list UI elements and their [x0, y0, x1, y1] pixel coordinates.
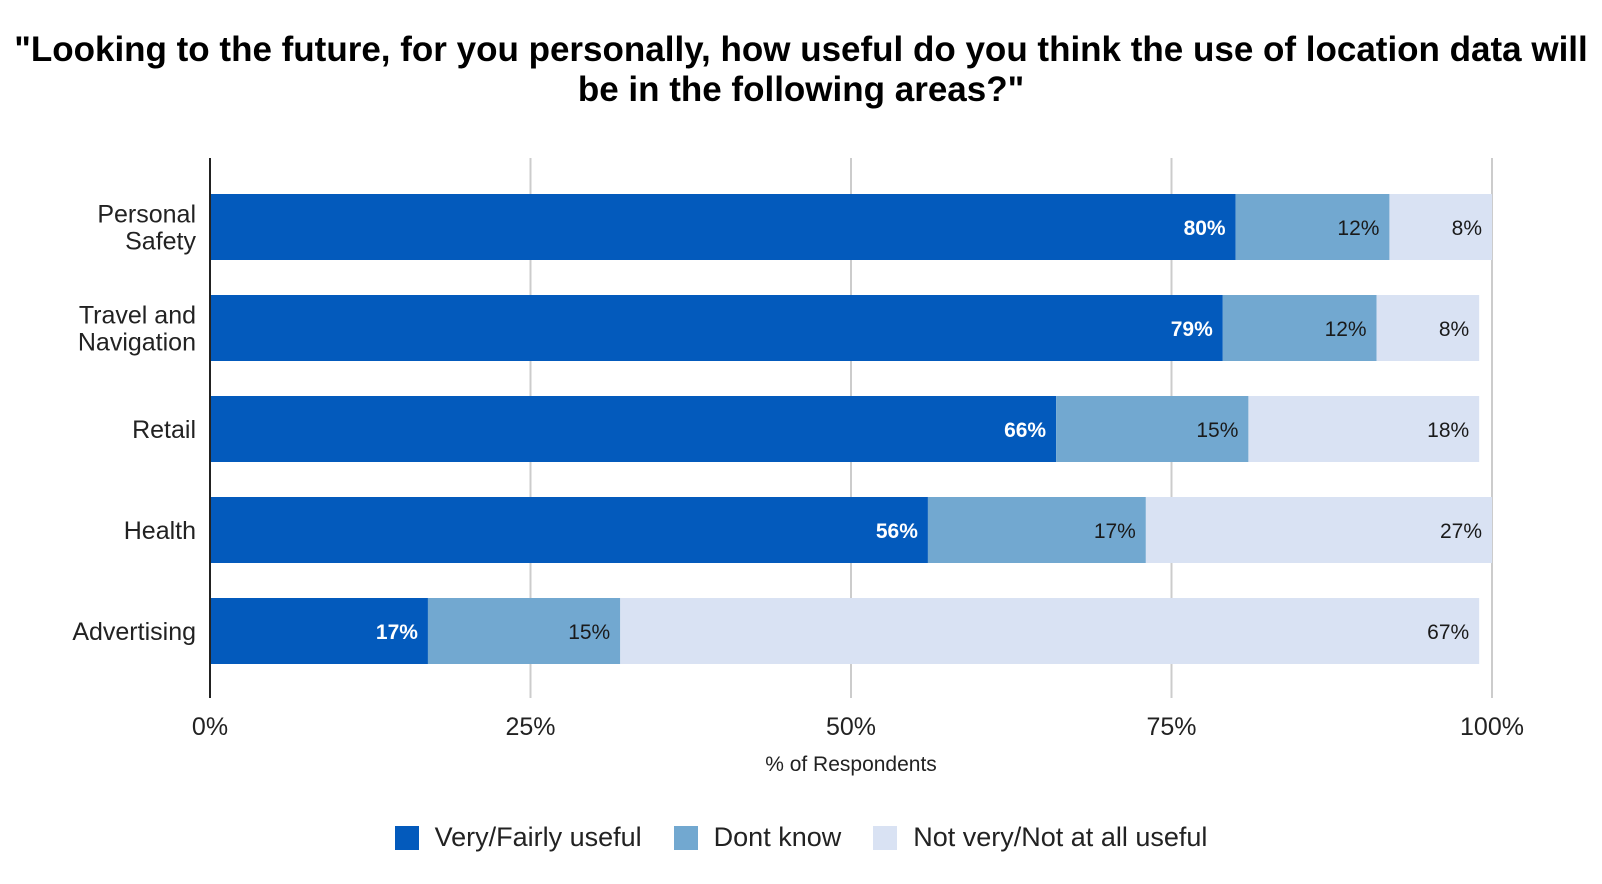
bar-segment: [1376, 295, 1480, 361]
bar-segment: [927, 497, 1146, 563]
data-label: 12%: [1337, 217, 1379, 240]
data-label: 15%: [1196, 419, 1238, 442]
data-label: 8%: [1439, 318, 1469, 341]
data-label: 27%: [1440, 520, 1482, 543]
x-axis-label: % of Respondents: [765, 753, 937, 776]
data-label: 18%: [1427, 419, 1469, 442]
legend-item: Not very/Not at all useful: [873, 822, 1207, 853]
bar-segment: [1145, 497, 1492, 563]
x-tick-label: 100%: [1460, 713, 1524, 741]
category-label: Health: [124, 517, 196, 545]
bar-segment: [210, 194, 1236, 260]
axes: 0% 25% 50% 75% 100% % of Respondents PersonalS…: [72, 158, 1524, 776]
bar-segment: [1248, 396, 1480, 462]
legend-swatch: [873, 825, 898, 850]
legend-label: Not very/Not at all useful: [913, 822, 1208, 852]
bar-segment: [620, 598, 1480, 664]
data-label: 17%: [1094, 520, 1136, 543]
legend-swatch: [673, 825, 698, 850]
category-label: Travel and: [79, 302, 196, 330]
x-tick-label: 0%: [192, 713, 228, 741]
category-label: Navigation: [78, 329, 196, 357]
bar-segment: [210, 598, 428, 664]
bar-segment: [210, 295, 1223, 361]
bar-segment: [1235, 194, 1390, 260]
data-label: 17%: [376, 621, 418, 644]
bars: 80% 12% 8% 79% 12% 8% 66% 15% 18% 56% 17% 27% 17% 15%…: [210, 194, 1492, 664]
data-label: 12%: [1325, 318, 1367, 341]
category-label: Retail: [132, 416, 196, 444]
chart-title: "Looking to the future, for you personal…: [14, 30, 1588, 109]
data-label: 80%: [1184, 217, 1226, 240]
legend-item: Dont know: [673, 822, 842, 853]
category-label: Safety: [125, 228, 196, 256]
category-label: Advertising: [72, 618, 196, 646]
bar-segment: [1222, 295, 1377, 361]
legend: Very/Fairly useful Dont know Not very/Not …: [0, 822, 1602, 853]
data-label: 67%: [1427, 621, 1469, 644]
legend-item: Very/Fairly useful: [394, 822, 642, 853]
x-tick-label: 25%: [505, 713, 555, 741]
data-label: 79%: [1171, 318, 1213, 341]
data-label: 56%: [876, 520, 918, 543]
bar-segment: [1389, 194, 1492, 260]
bar-segment: [1056, 396, 1249, 462]
category-label: Personal: [97, 201, 196, 229]
x-tick-label: 75%: [1146, 713, 1196, 741]
legend-label: Very/Fairly useful: [434, 822, 642, 852]
legend-label: Dont know: [713, 822, 842, 852]
x-tick-label: 50%: [826, 713, 876, 741]
bar-segment: [210, 396, 1057, 462]
bar-segment: [210, 497, 928, 563]
data-label: 66%: [1004, 419, 1046, 442]
data-label: 15%: [568, 621, 610, 644]
bar-segment: [427, 598, 621, 664]
data-label: 8%: [1452, 217, 1482, 240]
legend-swatch: [394, 825, 419, 850]
